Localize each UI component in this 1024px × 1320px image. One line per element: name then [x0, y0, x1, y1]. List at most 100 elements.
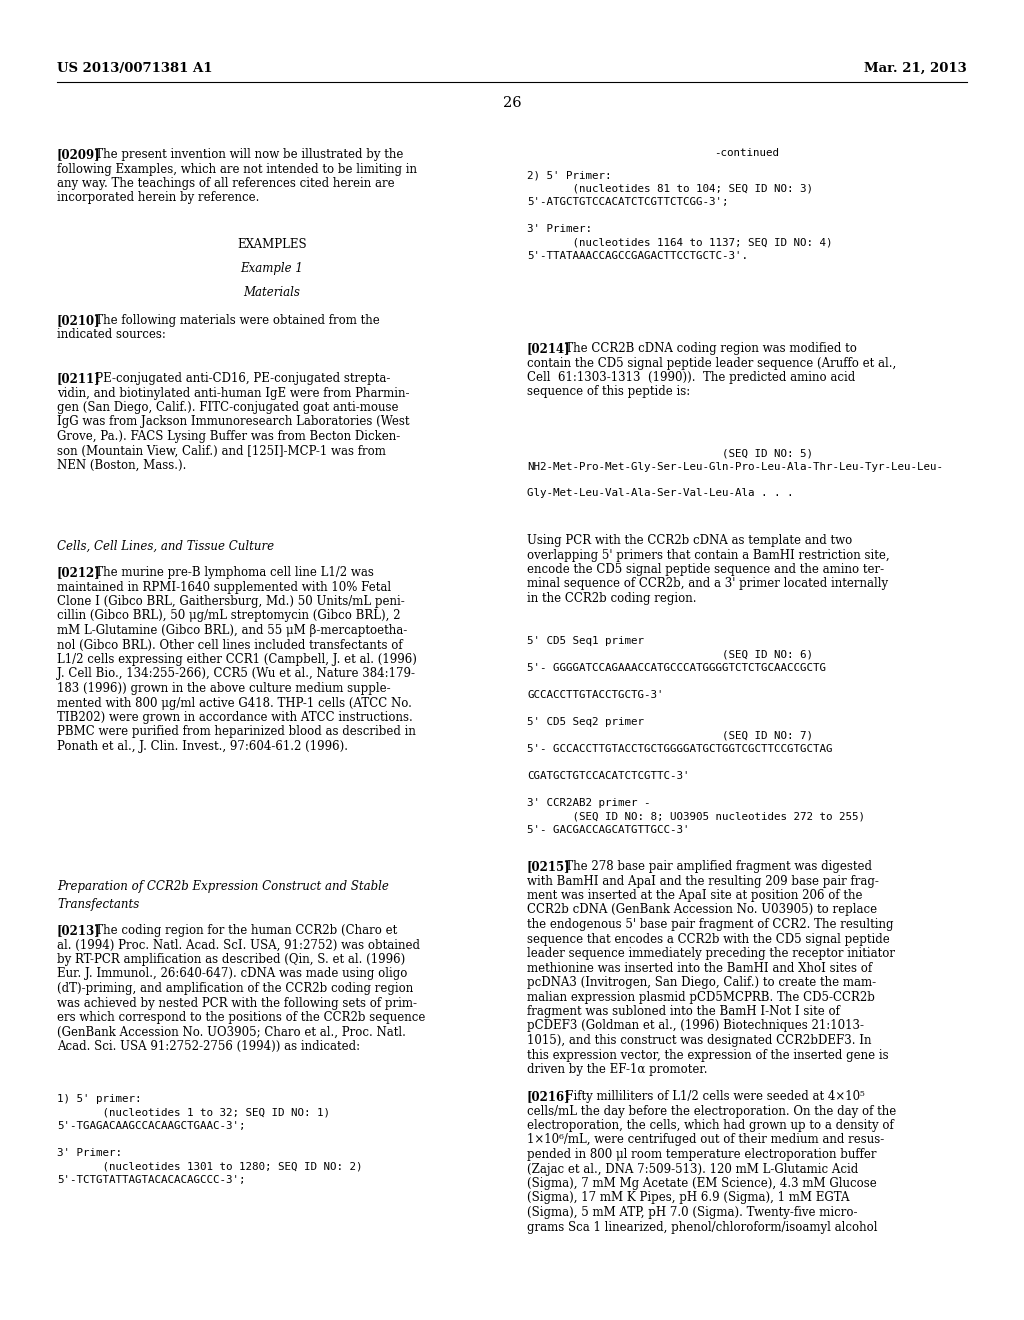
Text: [0212]: [0212]	[57, 566, 100, 579]
Text: following Examples, which are not intended to be limiting in: following Examples, which are not intend…	[57, 162, 417, 176]
Text: (SEQ ID NO: 8; UO3905 nucleotides 272 to 255): (SEQ ID NO: 8; UO3905 nucleotides 272 to…	[527, 812, 865, 821]
Text: contain the CD5 signal peptide leader sequence (Aruffo et al.,: contain the CD5 signal peptide leader se…	[527, 356, 896, 370]
Text: encode the CD5 signal peptide sequence and the amino ter-: encode the CD5 signal peptide sequence a…	[527, 564, 884, 576]
Text: (SEQ ID NO: 6): (SEQ ID NO: 6)	[527, 649, 813, 660]
Text: any way. The teachings of all references cited herein are: any way. The teachings of all references…	[57, 177, 394, 190]
Text: leader sequence immediately preceding the receptor initiator: leader sequence immediately preceding th…	[527, 946, 895, 960]
Text: PE-conjugated anti-CD16, PE-conjugated strepta-: PE-conjugated anti-CD16, PE-conjugated s…	[84, 372, 390, 385]
Text: (nucleotides 1164 to 1137; SEQ ID NO: 4): (nucleotides 1164 to 1137; SEQ ID NO: 4)	[527, 238, 833, 248]
Text: 5'-TGAGACAAGCCACAAGCTGAAC-3';: 5'-TGAGACAAGCCACAAGCTGAAC-3';	[57, 1121, 246, 1131]
Text: Transfectants: Transfectants	[57, 898, 139, 911]
Text: fragment was subloned into the BamH I-Not I site of: fragment was subloned into the BamH I-No…	[527, 1005, 840, 1018]
Text: 5'- GACGACCAGCATGTTGCC-3': 5'- GACGACCAGCATGTTGCC-3'	[527, 825, 689, 836]
Text: 5'- GCCACCTTGTACCTGCTGGGGATGCTGGTCGCTTCCGTGCTAG: 5'- GCCACCTTGTACCTGCTGGGGATGCTGGTCGCTTCC…	[527, 744, 833, 754]
Text: J. Cell Bio., 134:255-266), CCR5 (Wu et al., Nature 384:179-: J. Cell Bio., 134:255-266), CCR5 (Wu et …	[57, 668, 415, 681]
Text: 3' CCR2AB2 primer -: 3' CCR2AB2 primer -	[527, 799, 650, 808]
Text: was achieved by nested PCR with the following sets of prim-: was achieved by nested PCR with the foll…	[57, 997, 417, 1010]
Text: ers which correspond to the positions of the CCR2b sequence: ers which correspond to the positions of…	[57, 1011, 425, 1024]
Text: -continued: -continued	[715, 148, 779, 158]
Text: (nucleotides 1301 to 1280; SEQ ID NO: 2): (nucleotides 1301 to 1280; SEQ ID NO: 2)	[57, 1162, 362, 1172]
Text: [0211]: [0211]	[57, 372, 100, 385]
Text: Acad. Sci. USA 91:2752-2756 (1994)) as indicated:: Acad. Sci. USA 91:2752-2756 (1994)) as i…	[57, 1040, 360, 1053]
Text: mM L-Glutamine (Gibco BRL), and 55 μM β-mercaptoetha-: mM L-Glutamine (Gibco BRL), and 55 μM β-…	[57, 624, 408, 638]
Text: (nucleotides 81 to 104; SEQ ID NO: 3): (nucleotides 81 to 104; SEQ ID NO: 3)	[527, 183, 813, 194]
Text: maintained in RPMI-1640 supplemented with 10% Fetal: maintained in RPMI-1640 supplemented wit…	[57, 581, 391, 594]
Text: CGATGCTGTCCACATCTCGTTC-3': CGATGCTGTCCACATCTCGTTC-3'	[527, 771, 689, 781]
Text: 5' CD5 Seq2 primer: 5' CD5 Seq2 primer	[527, 717, 644, 727]
Text: 183 (1996)) grown in the above culture medium supple-: 183 (1996)) grown in the above culture m…	[57, 682, 390, 696]
Text: by RT-PCR amplification as described (Qin, S. et al. (1996): by RT-PCR amplification as described (Qi…	[57, 953, 406, 966]
Text: Cell  61:1303-1313  (1990)).  The predicted amino acid: Cell 61:1303-1313 (1990)). The predicted…	[527, 371, 855, 384]
Text: Example 1: Example 1	[241, 261, 303, 275]
Text: [0214]: [0214]	[527, 342, 570, 355]
Text: Gly-Met-Leu-Val-Ala-Ser-Val-Leu-Ala . . .: Gly-Met-Leu-Val-Ala-Ser-Val-Leu-Ala . . …	[527, 488, 794, 499]
Text: minal sequence of CCR2b, and a 3' primer located internally: minal sequence of CCR2b, and a 3' primer…	[527, 578, 888, 590]
Text: Eur. J. Immunol., 26:640-647). cDNA was made using oligo: Eur. J. Immunol., 26:640-647). cDNA was …	[57, 968, 408, 981]
Text: NH2-Met-Pro-Met-Gly-Ser-Leu-Gln-Pro-Leu-Ala-Thr-Leu-Tyr-Leu-Leu-: NH2-Met-Pro-Met-Gly-Ser-Leu-Gln-Pro-Leu-…	[527, 462, 943, 471]
Text: [0213]: [0213]	[57, 924, 100, 937]
Text: 5' CD5 Seq1 primer: 5' CD5 Seq1 primer	[527, 636, 644, 645]
Text: L1/2 cells expressing either CCR1 (Campbell, J. et al. (1996): L1/2 cells expressing either CCR1 (Campb…	[57, 653, 417, 667]
Text: this expression vector, the expression of the inserted gene is: this expression vector, the expression o…	[527, 1048, 889, 1061]
Text: 5'-TTATAAACCAGCCGAGACTTCCTGCTC-3'.: 5'-TTATAAACCAGCCGAGACTTCCTGCTC-3'.	[527, 251, 748, 261]
Text: indicated sources:: indicated sources:	[57, 329, 166, 342]
Text: son (Mountain View, Calif.) and [125I]-MCP-1 was from: son (Mountain View, Calif.) and [125I]-M…	[57, 445, 386, 458]
Text: [0209]: [0209]	[57, 148, 100, 161]
Text: vidin, and biotinylated anti-human IgE were from Pharmin-: vidin, and biotinylated anti-human IgE w…	[57, 387, 410, 400]
Text: grams Sca 1 linearized, phenol/chloroform/isoamyl alcohol: grams Sca 1 linearized, phenol/chlorofor…	[527, 1221, 878, 1233]
Text: 1015), and this construct was designated CCR2bDEF3. In: 1015), and this construct was designated…	[527, 1034, 871, 1047]
Text: Preparation of CCR2b Expression Construct and Stable: Preparation of CCR2b Expression Construc…	[57, 880, 389, 894]
Text: gen (San Diego, Calif.). FITC-conjugated goat anti-mouse: gen (San Diego, Calif.). FITC-conjugated…	[57, 401, 398, 414]
Text: The CCR2B cDNA coding region was modified to: The CCR2B cDNA coding region was modifie…	[554, 342, 856, 355]
Text: malian expression plasmid pCD5MCPRB. The CD5-CCR2b: malian expression plasmid pCD5MCPRB. The…	[527, 990, 874, 1003]
Text: ment was inserted at the ApaI site at position 206 of the: ment was inserted at the ApaI site at po…	[527, 888, 862, 902]
Text: (Sigma), 7 mM Mg Acetate (EM Science), 4.3 mM Glucose: (Sigma), 7 mM Mg Acetate (EM Science), 4…	[527, 1177, 877, 1191]
Text: cells/mL the day before the electroporation. On the day of the: cells/mL the day before the electroporat…	[527, 1105, 896, 1118]
Text: in the CCR2b coding region.: in the CCR2b coding region.	[527, 591, 696, 605]
Text: the endogenous 5' base pair fragment of CCR2. The resulting: the endogenous 5' base pair fragment of …	[527, 917, 894, 931]
Text: IgG was from Jackson Immunoresearch Laboratories (West: IgG was from Jackson Immunoresearch Labo…	[57, 416, 410, 429]
Text: 26: 26	[503, 96, 521, 110]
Text: pcDNA3 (Invitrogen, San Diego, Calif.) to create the mam-: pcDNA3 (Invitrogen, San Diego, Calif.) t…	[527, 975, 877, 989]
Text: sequence of this peptide is:: sequence of this peptide is:	[527, 385, 690, 399]
Text: nol (Gibco BRL). Other cell lines included transfectants of: nol (Gibco BRL). Other cell lines includ…	[57, 639, 402, 652]
Text: [0215]: [0215]	[527, 861, 570, 873]
Text: Fifty milliliters of L1/2 cells were seeded at 4×10⁵: Fifty milliliters of L1/2 cells were see…	[554, 1090, 864, 1104]
Text: electroporation, the cells, which had grown up to a density of: electroporation, the cells, which had gr…	[527, 1119, 894, 1133]
Text: (SEQ ID NO: 7): (SEQ ID NO: 7)	[527, 730, 813, 741]
Text: 5'-TCTGTATTAGTACACACAGCCC-3';: 5'-TCTGTATTAGTACACACAGCCC-3';	[57, 1175, 246, 1185]
Text: NEN (Boston, Mass.).: NEN (Boston, Mass.).	[57, 459, 186, 473]
Text: mented with 800 μg/ml active G418. THP-1 cells (ATCC No.: mented with 800 μg/ml active G418. THP-1…	[57, 697, 412, 710]
Text: overlapping 5' primers that contain a BamHI restriction site,: overlapping 5' primers that contain a Ba…	[527, 549, 890, 561]
Text: TIB202) were grown in accordance with ATCC instructions.: TIB202) were grown in accordance with AT…	[57, 711, 413, 723]
Text: 5'-ATGCTGTCCACATCTCGTTCTCGG-3';: 5'-ATGCTGTCCACATCTCGTTCTCGG-3';	[527, 197, 728, 207]
Text: (dT)-priming, and amplification of the CCR2b coding region: (dT)-priming, and amplification of the C…	[57, 982, 414, 995]
Text: EXAMPLES: EXAMPLES	[238, 238, 307, 251]
Text: pended in 800 μl room temperature electroporation buffer: pended in 800 μl room temperature electr…	[527, 1148, 877, 1162]
Text: al. (1994) Proc. Natl. Acad. ScI. USA, 91:2752) was obtained: al. (1994) Proc. Natl. Acad. ScI. USA, 9…	[57, 939, 420, 952]
Text: Materials: Materials	[244, 286, 300, 300]
Text: The following materials were obtained from the: The following materials were obtained fr…	[84, 314, 379, 327]
Text: Clone I (Gibco BRL, Gaithersburg, Md.) 50 Units/mL peni-: Clone I (Gibco BRL, Gaithersburg, Md.) 5…	[57, 595, 404, 609]
Text: incorporated herein by reference.: incorporated herein by reference.	[57, 191, 259, 205]
Text: 1) 5' primer:: 1) 5' primer:	[57, 1094, 141, 1104]
Text: The coding region for the human CCR2b (Charo et: The coding region for the human CCR2b (C…	[84, 924, 396, 937]
Text: sequence that encodes a CCR2b with the CD5 signal peptide: sequence that encodes a CCR2b with the C…	[527, 932, 890, 945]
Text: Grove, Pa.). FACS Lysing Buffer was from Becton Dicken-: Grove, Pa.). FACS Lysing Buffer was from…	[57, 430, 400, 444]
Text: [0216]: [0216]	[527, 1090, 570, 1104]
Text: pCDEF3 (Goldman et al., (1996) Biotechniques 21:1013-: pCDEF3 (Goldman et al., (1996) Biotechni…	[527, 1019, 864, 1032]
Text: US 2013/0071381 A1: US 2013/0071381 A1	[57, 62, 213, 75]
Text: Using PCR with the CCR2b cDNA as template and two: Using PCR with the CCR2b cDNA as templat…	[527, 535, 852, 546]
Text: (GenBank Accession No. UO3905; Charo et al., Proc. Natl.: (GenBank Accession No. UO3905; Charo et …	[57, 1026, 406, 1039]
Text: PBMC were purified from heparinized blood as described in: PBMC were purified from heparinized bloo…	[57, 726, 416, 738]
Text: Ponath et al., J. Clin. Invest., 97:604-61.2 (1996).: Ponath et al., J. Clin. Invest., 97:604-…	[57, 741, 348, 752]
Text: cillin (Gibco BRL), 50 μg/mL streptomycin (Gibco BRL), 2: cillin (Gibco BRL), 50 μg/mL streptomyci…	[57, 610, 400, 623]
Text: (Zajac et al., DNA 7:509-513). 120 mM L-Glutamic Acid: (Zajac et al., DNA 7:509-513). 120 mM L-…	[527, 1163, 858, 1176]
Text: Cells, Cell Lines, and Tissue Culture: Cells, Cell Lines, and Tissue Culture	[57, 540, 274, 553]
Text: with BamHI and ApaI and the resulting 209 base pair frag-: with BamHI and ApaI and the resulting 20…	[527, 874, 879, 887]
Text: 3' Primer:: 3' Primer:	[527, 224, 592, 234]
Text: The 278 base pair amplified fragment was digested: The 278 base pair amplified fragment was…	[554, 861, 871, 873]
Text: 2) 5' Primer:: 2) 5' Primer:	[527, 170, 611, 180]
Text: [0210]: [0210]	[57, 314, 100, 327]
Text: (SEQ ID NO: 5): (SEQ ID NO: 5)	[527, 447, 813, 458]
